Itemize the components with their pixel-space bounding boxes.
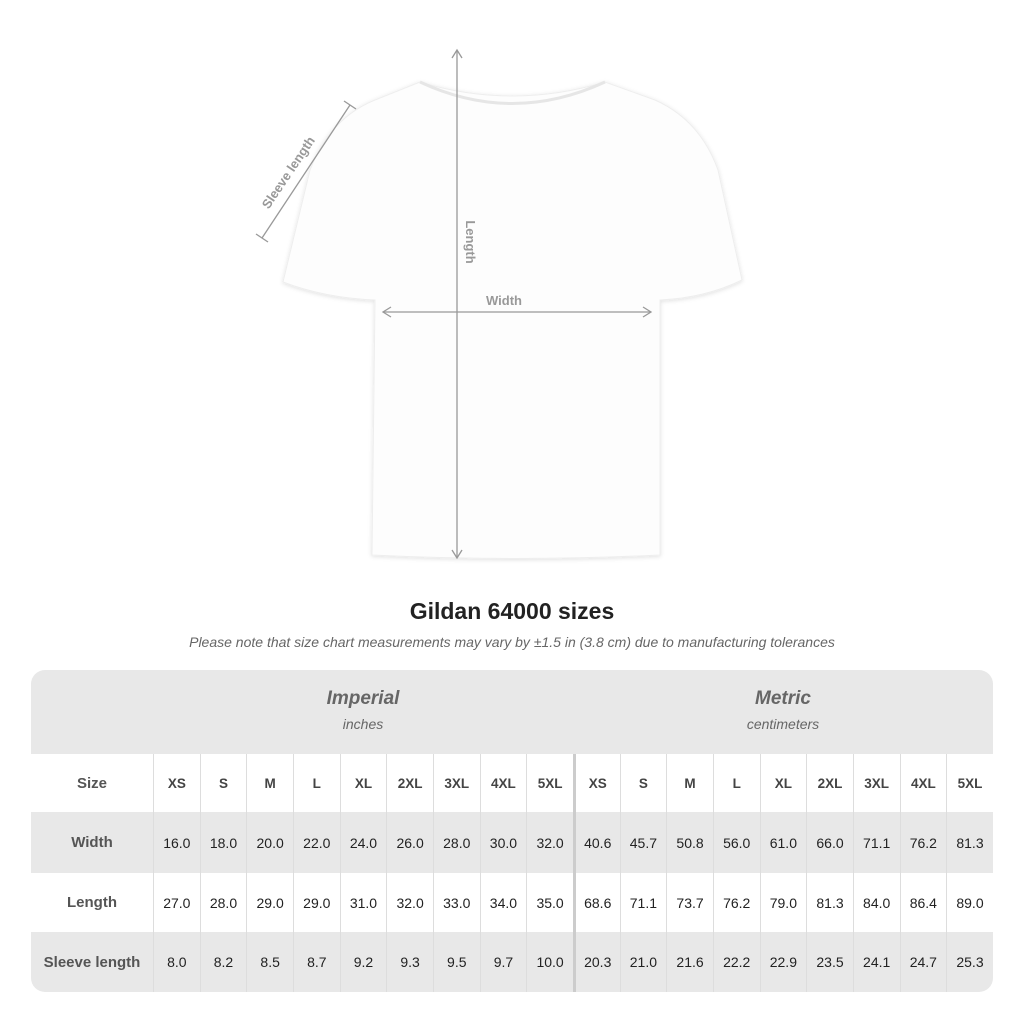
table-cell: 9.5 (432, 932, 480, 992)
table-cell: 27.0 (153, 873, 200, 932)
size-header-cell: 5XL (946, 754, 993, 812)
metric-label: Metric (755, 688, 811, 709)
table-cell: 73.7 (666, 873, 713, 932)
size-header-cell: XL (339, 754, 387, 812)
table-cell: 23.5 (806, 932, 853, 992)
table-cell: 24.7 (899, 932, 947, 992)
table-cell: 26.0 (386, 812, 433, 873)
table-cell: 76.2 (899, 812, 947, 873)
table-cell: 66.0 (806, 812, 853, 873)
table-cell: 22.9 (759, 932, 807, 992)
table-cell: 29.0 (292, 873, 340, 932)
table-cell: 32.0 (526, 812, 573, 873)
size-header-cell: M (246, 754, 293, 812)
table-cell: 89.0 (946, 873, 993, 932)
table-cell: 20.3 (572, 932, 620, 992)
table-cell: 61.0 (759, 812, 807, 873)
table-cell: 76.2 (712, 873, 760, 932)
table-cell: 21.0 (619, 932, 667, 992)
size-header-cell: L (292, 754, 340, 812)
row-label: Length (67, 894, 117, 911)
table-cell: 18.0 (199, 812, 247, 873)
tshirt-shape (282, 81, 743, 559)
size-header-cell: XL (759, 754, 807, 812)
table-cell: 24.1 (852, 932, 900, 992)
table-cell: 71.1 (852, 812, 900, 873)
table-cell: 40.6 (572, 812, 620, 873)
size-header-row: Size XS S M L XL 2XL 3XL 4XL 5XL XS S M L XL 2XL 3XL 4XL 5… (31, 754, 993, 812)
table-cell: 20.0 (246, 812, 293, 873)
table-cell: 45.7 (619, 812, 667, 873)
tolerance-note: Please note that size chart measurements… (189, 634, 835, 650)
size-header-cell: XS (572, 754, 620, 812)
table-cell: 32.0 (386, 873, 433, 932)
table-cell: 9.2 (339, 932, 387, 992)
size-header-cell: 3XL (432, 754, 480, 812)
imperial-header: Imperial inches (153, 670, 573, 754)
table-cell: 8.2 (199, 932, 247, 992)
table-cell: 16.0 (153, 812, 200, 873)
table-cell: 31.0 (339, 873, 387, 932)
table-cell: 28.0 (432, 812, 480, 873)
metric-header: Metric centimeters (573, 670, 993, 754)
size-header-cell: 3XL (852, 754, 900, 812)
imperial-unit: inches (342, 716, 384, 732)
table-cell: 50.8 (666, 812, 713, 873)
table-cell: 22.0 (292, 812, 340, 873)
table-row: Width 16.0 18.0 20.0 22.0 24.0 26.0 28.0 30.0 32.… (31, 812, 993, 873)
table-cell: 33.0 (432, 873, 480, 932)
table-cell: 9.7 (479, 932, 527, 992)
table-cell: 71.1 (619, 873, 667, 932)
table-cell: 8.0 (153, 932, 200, 992)
table-cell: 21.6 (666, 932, 713, 992)
tshirt-diagram: Sleeve length Length Width (255, 48, 743, 560)
table-cell: 24.0 (339, 812, 387, 873)
row-label: Width (71, 834, 113, 851)
size-table: Imperial inches Metric centimeters Size X… (31, 670, 993, 992)
length-label: Length (463, 220, 478, 263)
metric-unit: centimeters (746, 716, 820, 732)
table-cell: 30.0 (479, 812, 527, 873)
table-cell: 56.0 (712, 812, 760, 873)
width-label: Width (486, 293, 522, 308)
table-cell: 86.4 (899, 873, 947, 932)
size-header-cell: 5XL (526, 754, 573, 812)
table-row: Sleeve length 8.0 8.2 8.5 8.7 9.2 9.3 9.5 9.7 10.… (31, 932, 993, 992)
table-cell: 9.3 (386, 932, 433, 992)
size-header-cell: M (666, 754, 713, 812)
size-header-cell: S (619, 754, 667, 812)
table-cell: 68.6 (572, 873, 620, 932)
table-cell: 79.0 (759, 873, 807, 932)
table-cell: 8.5 (246, 932, 293, 992)
size-header-cell: 2XL (386, 754, 433, 812)
table-cell: 81.3 (946, 812, 993, 873)
table-cell: 10.0 (526, 932, 573, 992)
size-header-cell: 4XL (479, 754, 527, 812)
table-cell: 84.0 (852, 873, 900, 932)
size-header-cell: 2XL (806, 754, 853, 812)
size-header-cell: S (199, 754, 247, 812)
page-title: Gildan 64000 sizes (409, 598, 615, 624)
table-row: Length 27.0 28.0 29.0 29.0 31.0 32.0 33.0 34.0 35… (31, 873, 993, 932)
table-cell: 28.0 (199, 873, 247, 932)
size-header-cell: XS (153, 754, 200, 812)
table-cell: 25.3 (946, 932, 993, 992)
row-label: Sleeve length (43, 953, 141, 971)
table-cell: 22.2 (712, 932, 760, 992)
table-cell: 35.0 (526, 873, 573, 932)
table-cell: 81.3 (806, 873, 853, 932)
imperial-label: Imperial (326, 688, 400, 709)
size-header-cell: 4XL (899, 754, 947, 812)
size-header-cell: L (712, 754, 760, 812)
row-label: Size (76, 774, 107, 792)
table-cell: 34.0 (479, 873, 527, 932)
table-cell: 8.7 (292, 932, 340, 992)
table-cell: 29.0 (246, 873, 293, 932)
